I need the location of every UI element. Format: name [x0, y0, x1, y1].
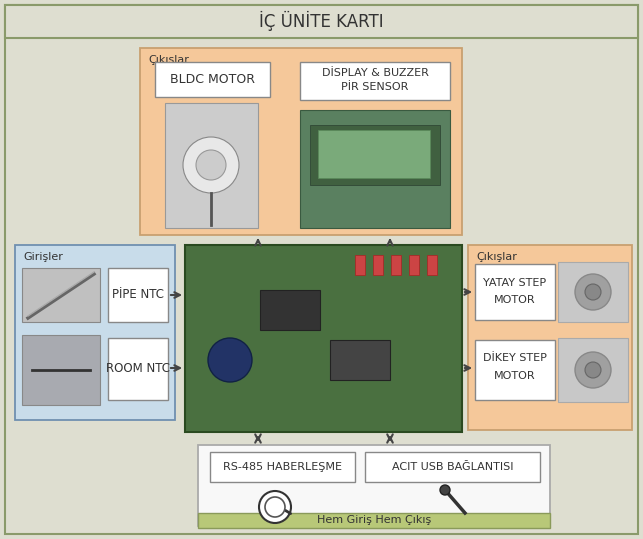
- Circle shape: [196, 150, 226, 180]
- Bar: [198, 445, 550, 526]
- Bar: [140, 48, 462, 235]
- Circle shape: [259, 491, 291, 523]
- Bar: [185, 245, 462, 432]
- Bar: [22, 268, 100, 322]
- Bar: [108, 338, 168, 400]
- Circle shape: [208, 338, 252, 382]
- Bar: [409, 255, 419, 275]
- Text: ROOM NTC: ROOM NTC: [106, 363, 170, 376]
- Bar: [475, 264, 555, 320]
- Bar: [15, 245, 175, 420]
- Bar: [210, 452, 355, 482]
- Bar: [365, 452, 540, 482]
- Text: Çıkışlar: Çıkışlar: [476, 252, 517, 262]
- Text: MOTOR: MOTOR: [494, 295, 536, 305]
- Text: Çıkışlar: Çıkışlar: [148, 55, 189, 65]
- Bar: [310, 125, 440, 185]
- Circle shape: [585, 362, 601, 378]
- Bar: [165, 103, 258, 228]
- Bar: [391, 255, 401, 275]
- Circle shape: [585, 284, 601, 300]
- Text: ACIT USB BAĞLANTISI: ACIT USB BAĞLANTISI: [392, 462, 513, 472]
- Text: İÇ ÜNİTE KARTI: İÇ ÜNİTE KARTI: [258, 11, 383, 31]
- Bar: [5, 5, 638, 38]
- Bar: [558, 338, 628, 402]
- Text: YATAY STEP: YATAY STEP: [484, 278, 547, 288]
- Text: PİPE NTC: PİPE NTC: [112, 288, 164, 301]
- Circle shape: [440, 485, 450, 495]
- Bar: [260, 290, 320, 330]
- Bar: [198, 513, 550, 528]
- Text: DİSPLAY & BUZZER: DİSPLAY & BUZZER: [322, 68, 428, 78]
- Bar: [318, 130, 430, 178]
- Bar: [155, 62, 270, 97]
- Bar: [355, 255, 365, 275]
- Bar: [558, 262, 628, 322]
- Bar: [373, 255, 383, 275]
- Circle shape: [183, 137, 239, 193]
- Text: MOTOR: MOTOR: [494, 371, 536, 381]
- Bar: [108, 268, 168, 322]
- Circle shape: [575, 352, 611, 388]
- Bar: [22, 335, 100, 405]
- Text: BLDC MOTOR: BLDC MOTOR: [170, 73, 255, 86]
- Bar: [300, 62, 450, 100]
- Text: DİKEY STEP: DİKEY STEP: [483, 353, 547, 363]
- Circle shape: [265, 497, 285, 517]
- Bar: [475, 340, 555, 400]
- Bar: [468, 245, 632, 430]
- Bar: [330, 340, 390, 380]
- Circle shape: [575, 274, 611, 310]
- Text: Girişler: Girişler: [23, 252, 63, 262]
- Text: PİR SENSOR: PİR SENSOR: [341, 82, 409, 92]
- Bar: [427, 255, 437, 275]
- Text: RS-485 HABERLEŞME: RS-485 HABERLEŞME: [223, 462, 342, 472]
- Text: Hem Giriş Hem Çıkış: Hem Giriş Hem Çıkış: [317, 515, 431, 525]
- Bar: [300, 110, 450, 228]
